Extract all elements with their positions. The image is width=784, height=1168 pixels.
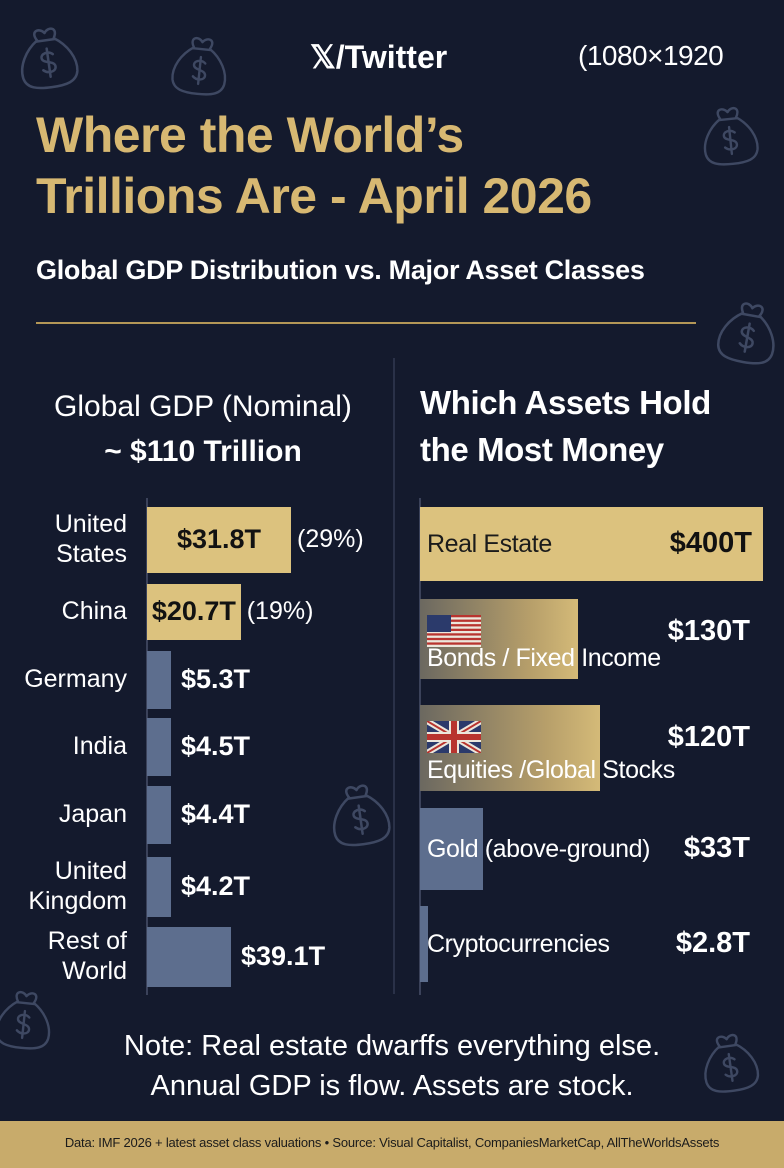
asset-bar — [420, 507, 763, 581]
gdp-bar — [147, 718, 171, 776]
footer-bar: Data: IMF 2026 + latest asset class valu… — [0, 1121, 784, 1168]
gdp-category-label: Germany — [0, 665, 127, 695]
gdp-category-label: Rest of World — [0, 927, 127, 986]
money-bag-icon — [20, 27, 79, 90]
page-subtitle: Global GDP Distribution vs. Major Asset … — [36, 255, 645, 285]
uk-flag-icon — [427, 721, 481, 753]
note-line-2: Annual GDP is flow. Assets are stock. — [150, 1070, 634, 1103]
asset-value-label: $2.8T — [675, 927, 750, 959]
gdp-value-label: $39.1T — [241, 941, 326, 971]
gdp-category-label-line: Rest of — [47, 927, 127, 955]
dimensions-label: (1080×1920 — [578, 40, 724, 71]
asset-category-label: Bonds / Fixed Income — [427, 644, 661, 672]
asset-category-label: Equities /Global Stocks — [427, 756, 675, 784]
gdp-value-label: $4.5T — [181, 731, 251, 761]
money-bag-icon — [332, 784, 391, 847]
title-line-2: Trillions Are - April 2026 — [36, 168, 592, 224]
page-title: Where the World’s Trillions Are - April … — [36, 105, 592, 227]
gdp-bar — [147, 857, 171, 917]
money-bag-icon — [0, 990, 51, 1050]
footer-source: Data: IMF 2026 + latest asset class valu… — [64, 1135, 720, 1150]
note: Note: Real estate dwarffs everything els… — [0, 1026, 784, 1106]
gdp-chart-title-line-2: ~ $110 Trillion — [104, 435, 302, 468]
column-divider — [393, 358, 395, 994]
asset-category-label: Gold (above-ground) — [427, 835, 651, 863]
gdp-bar — [147, 651, 171, 709]
gdp-bar — [147, 507, 291, 573]
gdp-category-label-line: Kingdom — [28, 886, 127, 915]
assets-chart-title-line-1: Which Assets Hold — [420, 384, 711, 421]
gdp-category-label-line: States — [56, 539, 127, 568]
asset-bar — [420, 906, 428, 982]
gdp-category-label-line: United — [54, 857, 127, 885]
gdp-category-label-line: Japan — [58, 800, 127, 828]
gdp-chart-title: Global GDP (Nominal) ~ $110 Trillion — [8, 384, 398, 474]
gdp-value-label: $20.7T — [151, 596, 236, 626]
asset-value-label: $120T — [667, 721, 750, 753]
gdp-share-label: (19%) — [246, 597, 314, 625]
gdp-bar — [147, 584, 241, 640]
gdp-bar — [147, 786, 171, 844]
gdp-category-label-line: United — [54, 510, 127, 538]
asset-bar — [420, 808, 483, 890]
gdp-value-label: $4.4T — [181, 799, 251, 829]
asset-category-label: Cryptocurrencies — [427, 930, 610, 958]
money-bag-icon — [703, 106, 759, 166]
asset-value-label: $400T — [669, 527, 752, 559]
gdp-category-label: China — [0, 597, 127, 627]
title-divider — [36, 322, 696, 324]
gdp-value-label: $31.8T — [176, 524, 262, 554]
gdp-chart-title-line-1: Global GDP (Nominal) — [54, 390, 352, 423]
gdp-category-label-line: China — [61, 597, 127, 625]
asset-category-label: Real Estate — [427, 530, 552, 558]
money-bag-icon — [171, 36, 227, 96]
assets-chart-title: Which Assets Hold the Most Money — [420, 380, 780, 474]
gdp-category-label-line: India — [72, 732, 127, 760]
gdp-category-label: United States — [0, 510, 127, 569]
gdp-category-label: India — [0, 732, 127, 762]
gdp-share-label: (29%) — [297, 525, 364, 553]
platform-label: 𝕏/Twitter — [310, 39, 448, 75]
gdp-bar — [147, 927, 231, 987]
title-line-1: Where the World’s — [36, 107, 464, 163]
note-line-1: Note: Real estate dwarffs everything els… — [123, 1030, 661, 1062]
gdp-category-label-line: Germany — [24, 665, 127, 693]
assets-chart-title-line-2: the Most Money — [420, 430, 664, 468]
money-bag-icon — [716, 302, 775, 365]
gdp-category-label-line: World — [62, 956, 127, 985]
gdp-category-label: Japan — [0, 800, 127, 830]
asset-value-label: $33T — [683, 832, 750, 864]
gdp-value-label: $5.3T — [181, 664, 251, 694]
money-bag-icon — [704, 1033, 760, 1093]
gdp-value-label: $4.2T — [181, 871, 251, 901]
asset-value-label: $130T — [667, 615, 750, 647]
us-flag-icon — [427, 615, 481, 647]
gdp-category-label: United Kingdom — [0, 857, 127, 916]
